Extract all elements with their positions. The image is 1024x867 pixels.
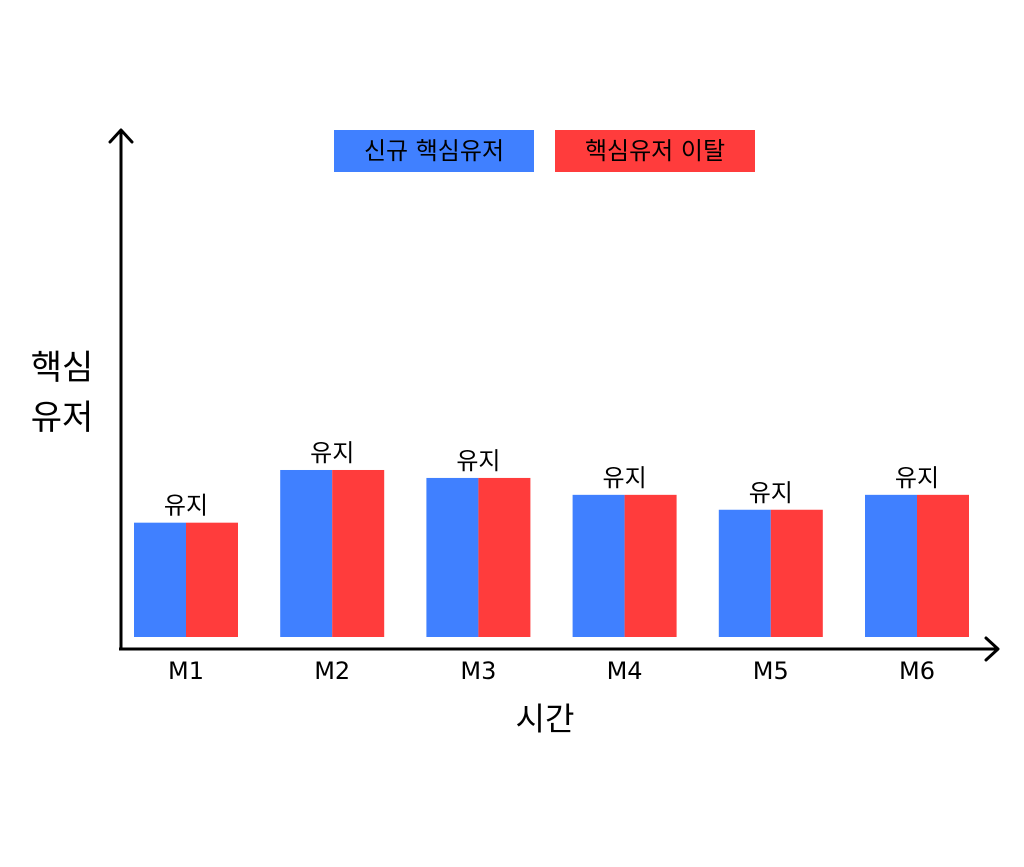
- bar-m2-series-2: [332, 469, 385, 637]
- x-tick-label-m1: M1: [168, 657, 204, 685]
- x-tick-label-m4: M4: [607, 657, 643, 685]
- x-axis-arrowhead: [984, 636, 1000, 662]
- bar-m5-series-1: [718, 509, 771, 637]
- bar-label-m6: 유지: [895, 464, 939, 492]
- bar-m6-series-2: [917, 494, 969, 637]
- bar-m2-series-1: [280, 469, 333, 637]
- x-tick-label-m2: M2: [314, 657, 350, 685]
- bar-label-m4: 유지: [603, 464, 647, 492]
- legend-label-core-user-churn: 핵심유저 이탈: [585, 137, 725, 165]
- bar-m1-series-2: [186, 522, 238, 637]
- x-tick-label-m5: M5: [753, 657, 789, 685]
- y-axis-arrowhead: [108, 128, 134, 144]
- legend-label-new-core-users: 신규 핵심유저: [364, 137, 504, 165]
- legend-swatch-new-core-users: [334, 130, 534, 172]
- bar-label-m1: 유지: [164, 492, 208, 520]
- bars: [134, 469, 969, 637]
- bar-m5-series-2: [770, 509, 823, 637]
- bar-label-m3: 유지: [456, 447, 500, 475]
- x-tick-label-m3: M3: [460, 657, 496, 685]
- x-axis-label: 시간: [516, 700, 575, 738]
- y-axis-label-line-1: 핵심: [31, 348, 94, 388]
- bar-m3-series-2: [478, 477, 531, 637]
- bar-m4-series-2: [624, 494, 677, 637]
- bar-label-m2: 유지: [310, 439, 354, 467]
- bar-m4-series-1: [572, 494, 625, 637]
- y-axis-label-line-2: 유저: [31, 398, 94, 438]
- x-tick-labels: M1 M2 M3 M4 M5 M6: [168, 657, 935, 685]
- legend: 신규 핵심유저 핵심유저 이탈: [334, 130, 755, 172]
- bar-m1-series-1: [134, 522, 186, 637]
- x-tick-label-m6: M6: [899, 657, 935, 685]
- legend-swatch-core-user-churn: [555, 130, 755, 172]
- bar-label-m5: 유지: [749, 479, 793, 507]
- bar-m6-series-1: [865, 494, 917, 637]
- bar-m3-series-1: [426, 477, 479, 637]
- axes: [108, 128, 1000, 662]
- y-axis-label: 핵심 유저: [31, 348, 94, 438]
